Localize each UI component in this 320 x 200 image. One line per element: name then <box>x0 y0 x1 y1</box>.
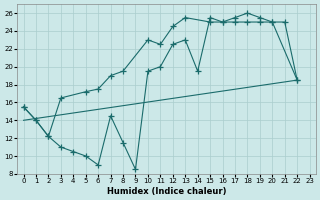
X-axis label: Humidex (Indice chaleur): Humidex (Indice chaleur) <box>107 187 226 196</box>
